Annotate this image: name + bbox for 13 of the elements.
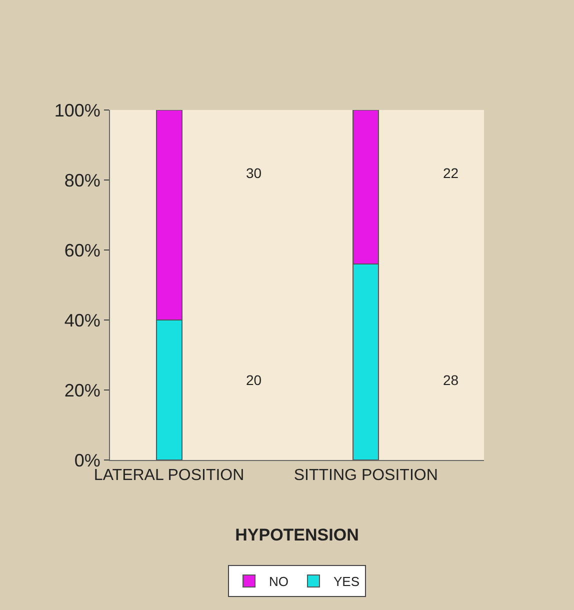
annotation: 22 xyxy=(443,165,459,181)
x-tick-label: SITTING POSITION xyxy=(294,467,438,484)
annotation: 28 xyxy=(443,372,459,388)
y-tick-label: 60% xyxy=(64,240,100,260)
y-tick-label: 40% xyxy=(64,310,100,330)
y-tick-label: 20% xyxy=(64,380,100,400)
y-tick-label: 80% xyxy=(64,170,100,190)
legend-label: YES xyxy=(334,574,360,590)
annotation: 30 xyxy=(246,165,262,181)
y-tick-label: 100% xyxy=(54,100,100,120)
x-axis-title: HYPOTENSION xyxy=(235,526,359,545)
legend-label: NO xyxy=(269,574,288,590)
annotation: 20 xyxy=(246,372,262,388)
